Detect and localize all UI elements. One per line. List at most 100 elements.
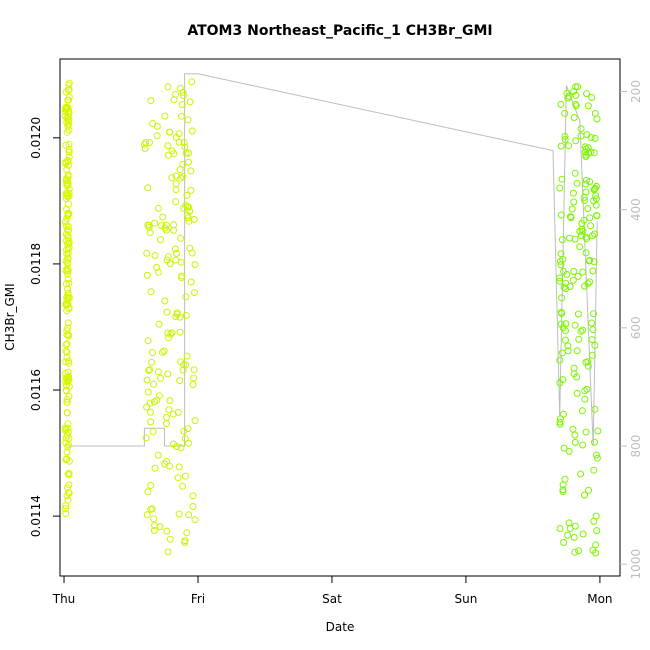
data-point [64,96,72,104]
data-point [558,294,566,302]
data-point [170,96,178,104]
y2-tick-label: 400 [629,198,643,221]
data-point [579,268,587,276]
data-point [183,352,191,360]
data-point [64,285,71,293]
data-point [585,486,592,494]
data-point [63,128,71,136]
data-point [187,167,195,175]
data-point [64,234,72,242]
data-point [65,146,73,153]
data-point [184,116,192,124]
data-point [64,443,72,451]
data-point [581,491,588,499]
data-point [178,101,186,109]
data-point [185,149,192,157]
data-point [63,398,71,406]
data-point [62,195,70,202]
y-tick-label: 0.0118 [29,243,43,285]
data-point [571,431,579,439]
data-point [149,428,157,436]
data-point [159,213,167,221]
data-point [572,91,580,99]
data-point [63,264,71,272]
data-point [65,81,73,89]
data-point [558,349,566,357]
data-point [164,329,172,337]
data-point [146,366,154,374]
data-point [560,283,568,291]
data-point [144,488,152,496]
chart-title: ATOM3 Northeast_Pacific_1 CH3Br_GMI [187,23,492,39]
data-point [62,141,70,149]
data-point [576,243,584,251]
data-point [166,397,174,405]
data-point [571,169,579,177]
data-point [143,376,151,384]
data-point [64,300,72,308]
data-point [168,329,176,337]
x-axis: Thu Fri Sat Sun Mon [52,575,613,606]
data-point [557,100,565,108]
data-point [577,125,585,133]
data-point [150,527,158,534]
data-point [581,395,589,403]
data-point [163,527,171,535]
data-point [573,373,581,381]
data-point [158,348,166,356]
data-point [145,367,153,374]
data-point [160,347,168,355]
data-point [173,249,180,257]
data-point [153,396,161,404]
secondary-y-axis: 200 400 600 800 1000 [620,80,643,579]
data-point [164,548,172,556]
data-point [191,261,199,269]
data-point [64,289,72,297]
data-point [172,313,180,321]
data-point [187,186,195,194]
data-point [163,458,171,465]
data-point [65,153,73,161]
data-point [150,380,158,388]
data-point [582,233,590,241]
data-point [65,140,73,148]
data-point [163,308,171,316]
data-point [163,420,171,428]
data-point [185,511,193,519]
data-point [190,216,198,223]
data-point [170,221,178,229]
data-point [590,466,598,474]
data-point [144,221,152,229]
data-point [562,320,570,328]
data-point [157,222,165,229]
data-point [561,136,569,143]
data-point [186,98,194,106]
data-point [570,114,578,121]
data-point [588,319,596,327]
data-point [62,434,70,442]
data-point [569,425,577,433]
data-point [176,328,184,336]
data-point [579,530,587,538]
data-point [561,132,569,140]
data-point [587,222,594,230]
data-point [588,351,596,359]
data-point [593,212,601,220]
data-point [177,234,185,242]
data-point [65,373,73,381]
data-point [560,410,567,418]
data-point [64,156,72,164]
data-point [143,249,151,257]
data-point [176,377,184,384]
data-point [182,293,190,301]
data-point [582,249,590,257]
data-point [558,175,566,183]
y2-tick-label: 1000 [629,549,643,580]
data-point [557,320,565,328]
data-point [188,78,196,86]
data-point [153,263,161,271]
data-point [163,414,170,421]
data-point [590,258,598,266]
data-point [577,327,585,335]
data-point [191,417,199,425]
